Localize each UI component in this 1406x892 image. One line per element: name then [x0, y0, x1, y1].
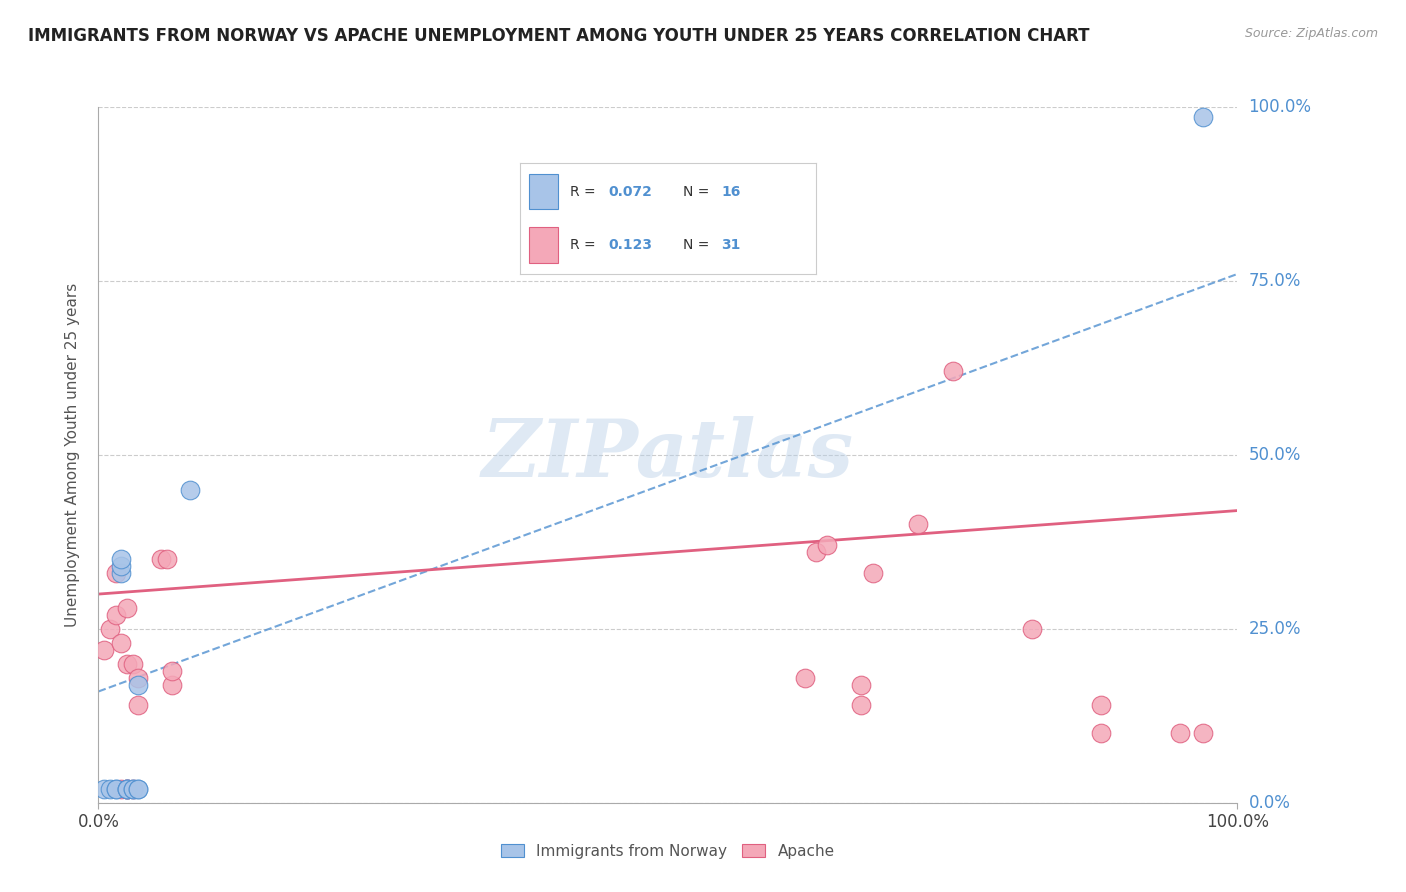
Point — [110, 566, 132, 581]
Text: 25.0%: 25.0% — [1249, 620, 1301, 638]
Point — [93, 642, 115, 657]
Point — [1090, 726, 1112, 740]
Point — [127, 698, 149, 713]
Point — [110, 636, 132, 650]
Point — [110, 552, 132, 566]
Point — [121, 781, 143, 796]
Point — [815, 538, 838, 552]
Point — [1090, 698, 1112, 713]
Point — [115, 657, 138, 671]
Point — [156, 552, 179, 566]
Point — [851, 677, 873, 691]
Point — [121, 781, 143, 796]
Point — [150, 552, 173, 566]
Point — [1170, 726, 1192, 740]
Point — [121, 657, 143, 671]
Point — [115, 781, 138, 796]
Point — [104, 781, 127, 796]
Point — [104, 781, 127, 796]
Point — [862, 566, 884, 581]
Point — [127, 671, 149, 685]
Text: 75.0%: 75.0% — [1249, 272, 1301, 290]
Text: 50.0%: 50.0% — [1249, 446, 1301, 464]
Text: ZIPatlas: ZIPatlas — [482, 417, 853, 493]
Legend: Immigrants from Norway, Apache: Immigrants from Norway, Apache — [495, 838, 841, 864]
Point — [115, 781, 138, 796]
Point — [942, 364, 965, 378]
Point — [1021, 622, 1043, 636]
Y-axis label: Unemployment Among Youth under 25 years: Unemployment Among Youth under 25 years — [65, 283, 80, 627]
Point — [115, 601, 138, 615]
Point — [162, 677, 184, 691]
Point — [110, 781, 132, 796]
Point — [110, 559, 132, 574]
Point — [907, 517, 929, 532]
Text: 100.0%: 100.0% — [1249, 98, 1312, 116]
Point — [121, 781, 143, 796]
Text: Source: ZipAtlas.com: Source: ZipAtlas.com — [1244, 27, 1378, 40]
Point — [793, 671, 815, 685]
Text: IMMIGRANTS FROM NORWAY VS APACHE UNEMPLOYMENT AMONG YOUTH UNDER 25 YEARS CORRELA: IMMIGRANTS FROM NORWAY VS APACHE UNEMPLO… — [28, 27, 1090, 45]
Point — [93, 781, 115, 796]
Point — [127, 677, 149, 691]
Point — [98, 622, 121, 636]
Point — [1192, 111, 1215, 125]
Point — [162, 664, 184, 678]
Point — [115, 781, 138, 796]
Point — [104, 566, 127, 581]
Point — [851, 698, 873, 713]
Point — [115, 781, 138, 796]
Point — [115, 781, 138, 796]
Point — [127, 781, 149, 796]
Point — [127, 781, 149, 796]
Point — [98, 781, 121, 796]
Point — [179, 483, 201, 497]
Point — [1192, 726, 1215, 740]
Point — [104, 607, 127, 622]
Point — [804, 545, 827, 559]
Text: 0.0%: 0.0% — [1249, 794, 1291, 812]
